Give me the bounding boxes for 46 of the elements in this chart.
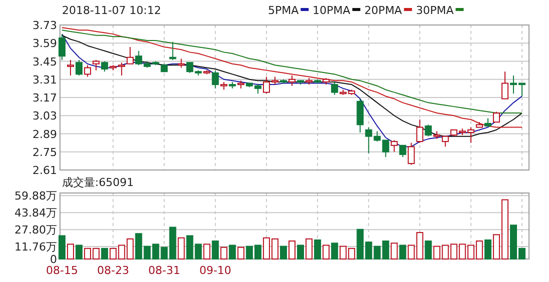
bar	[288, 240, 296, 260]
bar	[58, 235, 66, 260]
bar	[237, 246, 244, 260]
bar	[203, 244, 210, 260]
y-tick-label: 11.76万	[14, 240, 57, 254]
y-tick-label: 59.88万	[14, 190, 57, 203]
y-tick-label: 3.59	[32, 37, 57, 50]
y-tick-label: 27.80万	[14, 224, 57, 237]
bar	[178, 237, 185, 260]
chart-title: 2018-11-07 10:12	[62, 4, 162, 17]
bar	[280, 246, 287, 260]
y-tick-label: 3.45	[32, 55, 57, 68]
legend-label: 20PMA	[364, 4, 402, 17]
line-series	[62, 30, 522, 114]
y-tick-label: 2.75	[32, 146, 57, 159]
y-tick-label: 43.84万	[14, 206, 57, 220]
x-tick-label: 08-31	[148, 264, 180, 277]
y-tick-label: 2.61	[32, 164, 57, 177]
bar	[220, 246, 228, 260]
bar	[228, 244, 236, 260]
bar	[331, 242, 338, 260]
y-tick-label: 0	[50, 253, 57, 266]
bar	[76, 244, 83, 260]
x-tick-label: 08-15	[46, 264, 78, 277]
bar	[306, 238, 313, 260]
y-tick-label: 3.03	[32, 110, 57, 123]
bar	[322, 244, 330, 260]
y-tick-label: 3.73	[32, 19, 57, 32]
x-tick-label: 09-10	[199, 264, 232, 277]
chart-title: 成交量:65091	[62, 176, 134, 189]
bar	[297, 244, 304, 260]
bar	[314, 239, 322, 260]
legend-label: 10PMA	[312, 4, 351, 17]
bar	[390, 242, 398, 260]
bar	[399, 244, 406, 260]
legend-label: 30PMA	[416, 4, 454, 17]
bar	[101, 248, 108, 260]
bar	[67, 244, 74, 260]
y-tick-label: 3.17	[32, 92, 57, 104]
y-tick-label: 2.89	[32, 128, 57, 141]
x-tick-label: 08-23	[97, 264, 130, 277]
y-tick-label: 3.31	[32, 73, 57, 86]
legend-label: 5PMA	[268, 4, 300, 17]
bar	[424, 240, 432, 260]
bar	[484, 239, 492, 260]
bar	[212, 240, 219, 260]
